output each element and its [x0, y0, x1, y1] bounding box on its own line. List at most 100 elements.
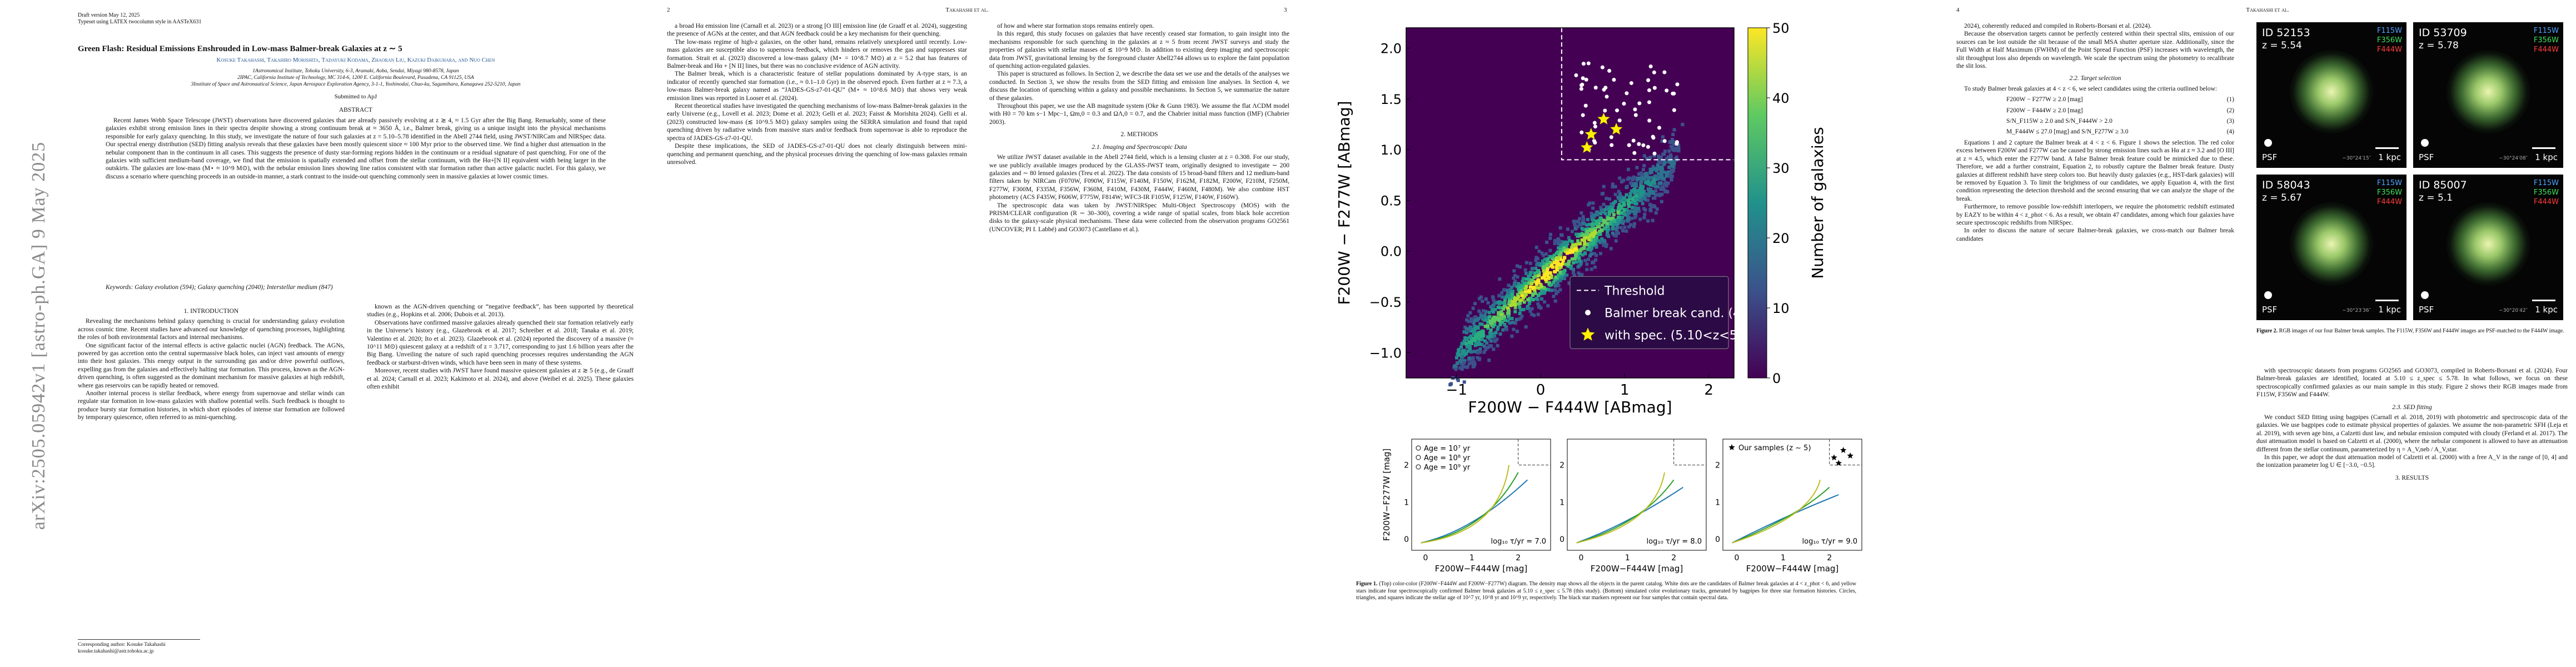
- density-cell: [1529, 296, 1533, 300]
- density-cell: [1532, 313, 1536, 317]
- density-cell: [1662, 182, 1666, 186]
- candidate-dot: [1646, 145, 1650, 149]
- density-cell: [1599, 212, 1603, 216]
- galaxy-id: ID 85007: [2419, 179, 2467, 191]
- density-cell: [1583, 235, 1587, 239]
- density-cell: [1649, 176, 1653, 180]
- y-tick-label: −1.0: [1369, 345, 1402, 361]
- density-cell: [1536, 270, 1539, 273]
- candidate-dot: [1579, 87, 1583, 91]
- equation: M_F444W ≤ 27.0 [mag] and S/N_F277W ≥ 3.0…: [1956, 128, 2234, 136]
- color-track: [1576, 472, 1665, 544]
- density-cell: [1531, 298, 1535, 302]
- density-cell: [1472, 360, 1476, 364]
- density-cell: [1548, 248, 1552, 252]
- x-tick-label: 0: [1536, 382, 1546, 399]
- density-cell: [1516, 292, 1519, 296]
- running-head: Takahashi et al.: [945, 7, 989, 13]
- density-cell: [1661, 186, 1665, 190]
- density-cell: [1511, 290, 1515, 293]
- density-cell: [1600, 192, 1604, 196]
- density-cell: [1590, 211, 1593, 215]
- density-cell: [1587, 237, 1591, 241]
- density-cell: [1537, 273, 1541, 277]
- density-cell: [1554, 265, 1558, 269]
- density-cell: [1619, 226, 1623, 230]
- density-cell: [1642, 164, 1646, 168]
- density-cell: [1620, 180, 1623, 184]
- density-cell: [1488, 319, 1492, 323]
- density-cell: [1588, 233, 1592, 237]
- density-cell: [1537, 250, 1541, 253]
- density-cell: [1521, 291, 1524, 295]
- density-cell: [1602, 227, 1606, 231]
- candidate-dot: [1632, 151, 1637, 155]
- density-cell: [1471, 337, 1474, 341]
- y-tick-label: 2.0: [1381, 41, 1402, 57]
- density-cell: [1464, 327, 1468, 331]
- density-cell: [1612, 201, 1616, 205]
- density-cell: [1528, 261, 1532, 265]
- paragraph: The spectroscopic data was taken by JWST…: [989, 202, 1289, 233]
- density-cell: [1567, 260, 1571, 264]
- density-cell: [1507, 315, 1511, 318]
- density-cell: [1473, 316, 1477, 320]
- density-cell: [1511, 321, 1515, 325]
- paragraph: of how and where star formation stops re…: [997, 23, 1154, 29]
- density-cell: [1598, 230, 1602, 233]
- density-cell: [1482, 334, 1486, 338]
- density-cell: [1539, 306, 1543, 310]
- density-cell: [1649, 182, 1653, 186]
- density-cell: [1498, 332, 1502, 336]
- density-cell: [1556, 256, 1560, 260]
- density-cell: [1499, 312, 1503, 316]
- galaxy-image: [2447, 50, 2530, 133]
- candidate-dot: [1652, 86, 1657, 90]
- density-cell: [1639, 183, 1643, 187]
- density-cell: [1658, 173, 1662, 177]
- running-head: 3: [1284, 7, 1287, 13]
- density-cell: [1544, 287, 1548, 291]
- density-cell: [1563, 242, 1567, 246]
- equation-text: M_F444W ≤ 27.0 [mag] and S/N_F277W ≥ 3.0: [2006, 128, 2129, 136]
- density-cell: [1604, 245, 1608, 248]
- candidate-dot: [1647, 100, 1651, 104]
- section-heading: 1. INTRODUCTION: [183, 308, 239, 315]
- candidate-dot: [1675, 140, 1679, 145]
- density-cell: [1630, 216, 1633, 220]
- density-cell: [1558, 226, 1562, 230]
- filter-label: F356W: [2376, 36, 2402, 44]
- spec-star: [1610, 122, 1623, 135]
- density-cell: [1480, 330, 1484, 334]
- density-cell: [1513, 273, 1517, 277]
- figure-1: −1 0 1 2 −1.0 −0.5 0.0 0.5 1.0 1.5 2.0 F200W − F444…: [1335, 21, 1862, 574]
- density-cell: [1618, 176, 1622, 180]
- density-cell: [1480, 336, 1484, 340]
- density-cell: [1670, 178, 1673, 182]
- density-cell: [1546, 257, 1550, 261]
- density-cell: [1463, 325, 1467, 329]
- density-cell: [1531, 292, 1535, 296]
- scale-bar: [2375, 147, 2399, 149]
- density-cell: [1529, 271, 1533, 275]
- psf-marker: [2421, 291, 2429, 299]
- density-cell: [1520, 298, 1524, 302]
- candidate-dot: [1662, 139, 1667, 143]
- density-cell: [1613, 185, 1617, 188]
- density-cell: [1524, 261, 1528, 265]
- section-heading: 2. METHODS: [1120, 131, 1158, 138]
- panel3-legend-label: Our samples (z ∼ 5): [1738, 444, 1811, 452]
- panel-y-tick-label: 2: [1715, 461, 1720, 470]
- density-cell: [1578, 242, 1582, 246]
- density-cell: [1518, 305, 1522, 309]
- paragraph: The Balmer break, which is a characteris…: [667, 71, 967, 102]
- density-cell: [1633, 176, 1637, 180]
- density-cell: [1467, 356, 1471, 360]
- density-cell: [1501, 312, 1504, 316]
- density-cell: [1662, 170, 1666, 174]
- density-cell: [1512, 276, 1516, 280]
- density-cell: [1478, 337, 1482, 341]
- density-cell: [1530, 312, 1534, 316]
- density-cell: [1602, 202, 1606, 206]
- color-track: [1732, 480, 1821, 544]
